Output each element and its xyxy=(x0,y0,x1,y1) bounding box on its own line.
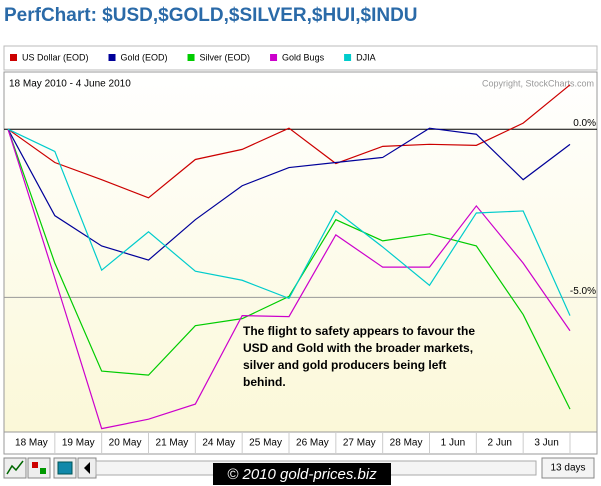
legend-label: Gold Bugs xyxy=(282,52,325,62)
legend-label: Gold (EOD) xyxy=(121,52,168,62)
watermark: © 2010 gold-prices.biz xyxy=(227,466,377,483)
series-line xyxy=(7,128,571,316)
x-tick-label: 21 May xyxy=(156,438,189,449)
x-tick-label: 20 May xyxy=(109,438,142,449)
x-tick-label: 26 May xyxy=(296,438,329,449)
x-tick-label: 28 May xyxy=(390,438,423,449)
legend-box xyxy=(3,45,598,71)
x-tick-label: 19 May xyxy=(62,438,95,449)
bar-type-button[interactable] xyxy=(27,457,51,479)
legend-label: Silver (EOD) xyxy=(200,52,251,62)
x-tick-label: 1 Jun xyxy=(441,438,465,449)
legend-swatch xyxy=(108,54,116,61)
legend-swatch xyxy=(10,54,17,61)
period-label: 13 days xyxy=(550,463,585,474)
x-tick-label: 3 Jun xyxy=(534,438,558,449)
date-range: 18 May 2010 - 4 June 2010 xyxy=(9,79,131,90)
plot-background xyxy=(3,71,598,433)
legend-swatch xyxy=(187,54,195,61)
icon xyxy=(32,462,38,468)
legend-label: US Dollar (EOD) xyxy=(22,52,89,62)
watermark-box xyxy=(213,463,391,485)
chart-title: PerfChart: $USD,$GOLD,$SILVER,$HUI,$INDU xyxy=(4,5,418,26)
annotation: silver and gold producers being left xyxy=(243,358,446,372)
annotation: behind. xyxy=(243,375,286,389)
series-line xyxy=(7,129,571,430)
x-tick-label: 18 May xyxy=(15,438,48,449)
x-tick-label: 24 May xyxy=(202,438,235,449)
series-line xyxy=(7,84,571,199)
legend-swatch xyxy=(270,54,278,61)
y-tick-label: -5.0% xyxy=(570,286,596,297)
x-tick-label: 2 Jun xyxy=(488,438,512,449)
x-tick-label: 25 May xyxy=(249,438,282,449)
legend-swatch xyxy=(344,54,352,61)
icon xyxy=(57,461,73,475)
annotation: USD and Gold with the broader markets, xyxy=(243,341,473,355)
series-line xyxy=(7,128,571,410)
y-tick-label: 0.0% xyxy=(573,118,596,129)
copyright: Copyright, StockCharts.com xyxy=(482,78,594,88)
legend-label: DJIA xyxy=(356,52,376,62)
x-tick-label: 27 May xyxy=(343,438,376,449)
icon xyxy=(40,468,46,474)
x-axis-strip xyxy=(3,431,598,455)
series-line xyxy=(7,127,571,261)
period-button[interactable] xyxy=(541,457,595,479)
line-icon xyxy=(6,460,24,475)
annotation: The flight to safety appears to favour t… xyxy=(243,324,475,338)
arrow xyxy=(84,462,90,474)
